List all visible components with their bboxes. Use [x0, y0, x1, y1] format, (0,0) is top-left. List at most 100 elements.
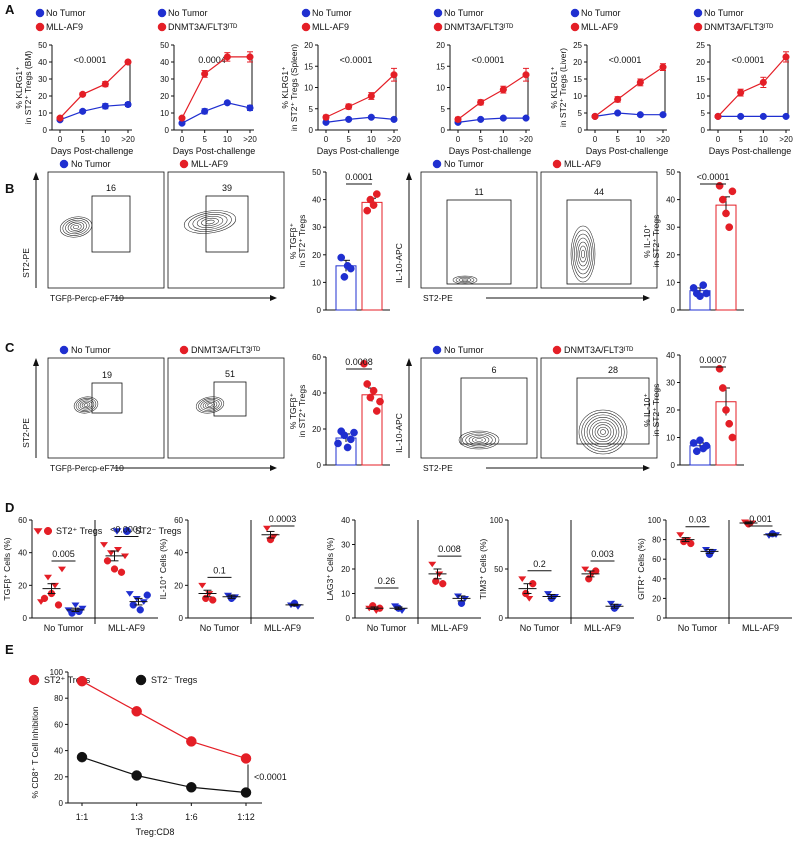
contour-line: [70, 223, 82, 231]
contour-line: [472, 436, 486, 444]
data-point: [246, 53, 254, 61]
gate-percentage: 11: [474, 187, 483, 197]
data-point: [240, 753, 252, 764]
data-point: [369, 201, 378, 209]
series-line: [181, 56, 250, 119]
y-tick-label: 0: [346, 614, 351, 623]
data-point: [728, 187, 737, 196]
data-point: [366, 393, 375, 402]
legend-marker: [157, 8, 167, 18]
contour-line: [600, 429, 606, 435]
data-point: [322, 113, 330, 121]
data-point: [79, 107, 87, 115]
data-point: [124, 100, 132, 109]
contour-line: [73, 225, 79, 229]
y-tick-label: 15: [304, 62, 313, 71]
flow-plot-frame: [540, 171, 658, 289]
gate-box: [576, 377, 650, 445]
contour-line: [195, 396, 225, 414]
x-tick-label: >20: [656, 135, 670, 144]
contour-line: [594, 424, 612, 440]
x-tick-label: 10: [223, 135, 232, 144]
legend-label: MLL-AF9: [191, 159, 228, 169]
y-tick-label: 10: [666, 434, 675, 443]
data-point: [136, 606, 144, 614]
data-point: [223, 53, 231, 61]
contour-line: [458, 277, 472, 283]
p-value: 0.003: [591, 549, 614, 559]
arrow-head: [643, 465, 650, 471]
contour-line: [79, 400, 93, 410]
p-value: <0.0001: [340, 55, 373, 65]
p-value: <0.0001: [254, 772, 287, 782]
arrow-head: [270, 295, 277, 301]
data-point: [714, 112, 722, 120]
x-axis-label: Days Post-challenge: [586, 146, 669, 156]
x-tick-label: 5: [80, 135, 85, 144]
contour-line: [579, 245, 587, 263]
data-point: [518, 576, 527, 582]
series-line: [59, 103, 129, 121]
y-tick-label: 20: [174, 581, 183, 590]
data-point: [131, 770, 142, 781]
data-point: [202, 594, 210, 603]
data-point: [54, 601, 63, 609]
y-tick-label: 10: [573, 92, 582, 101]
contour-line: [468, 435, 490, 445]
x-tick-label: 1:3: [130, 812, 143, 822]
y-axis-label: in ST2⁺ Tregs (Liver): [558, 48, 568, 127]
y-tick-label: 0: [317, 461, 322, 470]
p-value: 0.03: [689, 515, 707, 525]
p-value: 0.0008: [345, 357, 373, 367]
x-tick-label: 0: [716, 135, 721, 144]
data-point: [390, 115, 398, 123]
data-point: [223, 99, 231, 107]
legend-marker: [432, 345, 442, 355]
arrow-head: [33, 358, 39, 366]
group-label: MLL-AF9: [264, 623, 301, 633]
gate-box: [91, 195, 131, 253]
legend-marker: [433, 22, 443, 32]
p-value: 0.0004: [198, 55, 226, 65]
data-point: [692, 447, 701, 456]
bar: [715, 204, 737, 311]
data-point: [636, 111, 644, 119]
legend-label: No Tumor: [581, 8, 621, 18]
contour-line: [81, 402, 91, 408]
legend-label: No Tumor: [704, 8, 744, 18]
y-tick-label: 100: [50, 668, 64, 677]
legend-marker: [157, 22, 167, 32]
y-axis-label: % CD8⁺ T Cell Inhibition: [30, 706, 40, 798]
data-point: [367, 113, 375, 121]
arrow-head: [406, 172, 412, 180]
data-point: [369, 386, 378, 395]
data-point: [340, 431, 349, 440]
data-point: [346, 435, 355, 444]
data-point: [525, 596, 534, 602]
series-line: [181, 102, 251, 124]
contour-line: [461, 278, 469, 282]
x-tick-label: 5: [615, 135, 620, 144]
gate-box: [446, 199, 512, 285]
y-tick-label: 5: [309, 105, 314, 114]
data-point: [689, 439, 698, 447]
y-tick-label: 40: [652, 575, 661, 584]
p-value: 0.0001: [345, 172, 373, 182]
y-axis-label: ST2-PE: [21, 248, 31, 278]
data-point: [121, 553, 129, 560]
y-tick-label: 20: [160, 92, 169, 101]
contour-line: [67, 221, 85, 233]
data-point: [499, 114, 507, 122]
y-tick-label: 20: [666, 406, 675, 415]
y-tick-label: 50: [666, 168, 675, 177]
data-point: [40, 594, 49, 603]
y-axis-label: % TGFβ⁺: [288, 393, 298, 429]
y-tick-label: 40: [18, 549, 27, 558]
data-point: [702, 289, 711, 298]
contour-line: [205, 401, 215, 409]
y-tick-label: 20: [573, 58, 582, 67]
gate-percentage: 51: [225, 369, 235, 379]
p-value: 0.0007: [699, 355, 727, 365]
y-tick-label: 40: [38, 58, 47, 67]
data-point: [614, 95, 622, 103]
